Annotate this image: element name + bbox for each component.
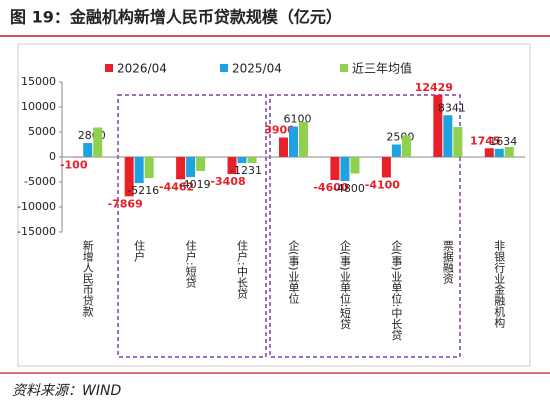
x-tick-label: 住户:中长贷 [236,239,249,300]
bar [401,135,411,157]
x-tick-label: 企(事)业单位:中长贷 [390,239,403,341]
bar [350,157,360,174]
data-label: -1231 [230,164,262,177]
x-tick-label: 企(事)业单位 [287,239,300,304]
y-tick-label: -5000 [24,175,56,188]
bar [504,147,514,157]
data-label: -3408 [210,175,245,188]
data-label: 12429 [415,81,453,94]
y-tick-label: -10000 [17,200,56,213]
bar [227,157,237,175]
legend-swatch [220,64,228,72]
bar [330,157,340,180]
chart-frame [17,43,531,367]
bar [144,157,154,178]
data-label: -4600 [313,181,349,194]
x-tick-label: 非银行业金融机构 [493,240,506,329]
y-tick-label: 5000 [28,125,56,138]
bar [443,115,453,157]
y-tick-label: -15000 [17,225,56,238]
y-tick-label: 0 [49,150,56,163]
bar [134,157,144,184]
chart-title: 图 19：金融机构新增人民币贷款规模（亿元） [10,8,342,27]
bar [247,157,257,163]
data-label: 3900 [264,124,295,137]
bar [340,157,350,181]
bar [186,157,196,178]
legend-label: 2026/04 [117,62,167,76]
bar [176,157,186,180]
group-box [117,94,267,358]
bar [93,127,103,157]
legend-swatch [105,64,113,72]
x-tick-label: 票据融资 [441,240,454,285]
bar [196,157,206,171]
data-label: -4100 [365,179,401,192]
y-tick-label: 15000 [21,75,56,88]
bar [484,148,494,157]
bar [83,143,93,157]
x-tick-label: 企(事)业单位:短贷 [338,239,351,330]
bar [124,157,134,197]
bar [289,126,298,157]
data-label: -7869 [108,197,143,210]
data-label: -4019 [179,178,211,191]
data-label: 1634 [489,135,517,148]
bar [494,148,504,157]
legend-label: 近三年均值 [352,61,412,76]
legend-swatch [340,64,348,72]
bar [381,157,391,178]
data-label: -5216 [127,184,159,197]
bar [299,122,308,157]
legend-label: 2025/04 [232,62,282,76]
bar [453,127,463,157]
x-tick-label: 住户 [133,239,146,263]
group-box [269,94,461,358]
x-tick-label: 新增人民币贷款 [81,239,94,318]
bar [391,144,401,157]
bar [279,137,288,157]
bar [73,157,83,158]
bar [433,94,443,157]
data-label: -100 [60,159,88,172]
x-tick-label: 住户:短贷 [184,239,197,289]
data-label: -4462 [159,180,194,193]
data-label: 8341 [438,101,466,114]
data-label: -4800 [333,182,365,195]
y-tick-label: 10000 [21,100,56,113]
source: 资料来源：WIND [12,383,121,399]
data-label: 1745 [470,134,501,147]
bar [237,157,247,164]
